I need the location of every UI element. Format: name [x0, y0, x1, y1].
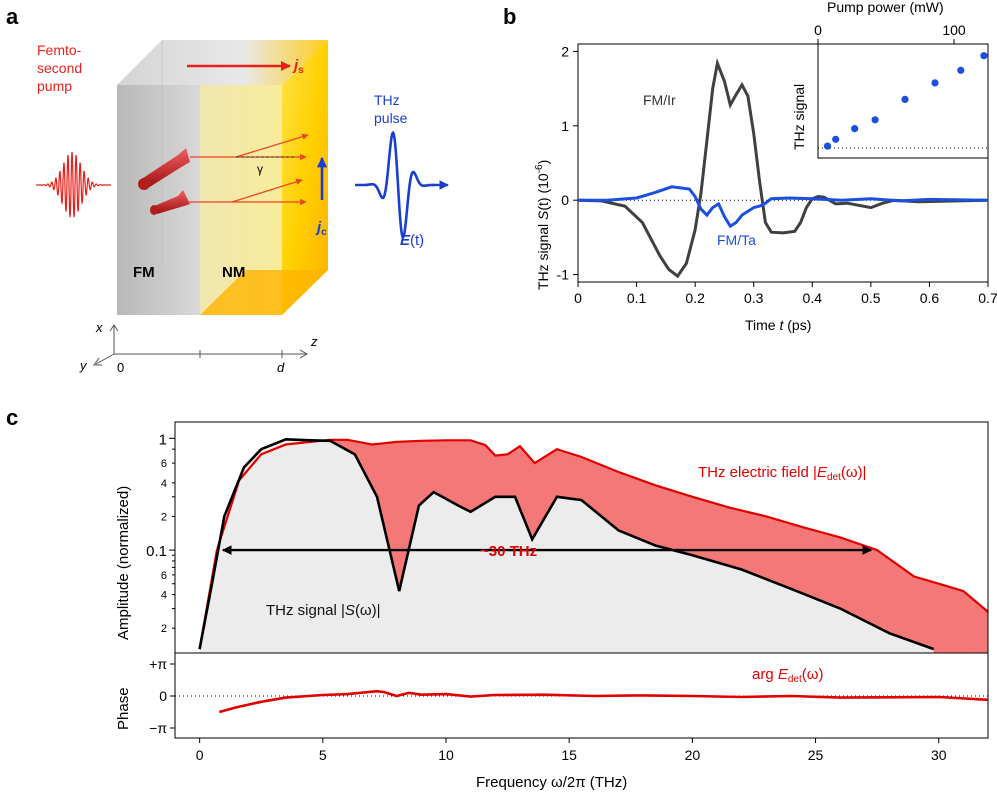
pump-label-line-1: Femto- — [37, 42, 82, 58]
pump-label-line-2: second — [37, 60, 82, 76]
y-tick-label: 1 — [159, 431, 167, 448]
x-tick-label: 0.7 — [978, 290, 997, 306]
y-tick-label: 2 — [161, 623, 167, 635]
x-tick-label: 10 — [438, 747, 454, 763]
inset-data-point — [823, 142, 832, 150]
deflection-angle-label: γ — [257, 162, 263, 176]
panel-c-x-axis-label: Frequency ω/2π (THz) — [476, 774, 627, 791]
nm-label: NM — [222, 264, 245, 281]
x-tick-label: 0.5 — [861, 290, 881, 306]
series-label-fm-ta: FM/Ta — [717, 232, 756, 248]
slab-bottom-edge — [200, 270, 328, 315]
panel-c: c 1 6 4 2 0.1 6 4 2 ~30 THz THz electric field … — [6, 405, 989, 791]
axis-x-label: x — [95, 320, 103, 335]
x-tick-label: 0.3 — [744, 290, 764, 306]
inset-points — [823, 52, 988, 150]
inset-data-point — [832, 135, 840, 143]
inset-x-axis-label: Pump power (mW) — [827, 0, 944, 15]
legend-signal: THz signal |S(ω)| — [266, 602, 381, 619]
legend-field: THz electric field |Edet(ω)| — [698, 464, 866, 483]
coordinate-axes: x y z 0 d — [79, 320, 318, 375]
thz-label-line-1: THz — [374, 92, 400, 108]
series-line-fm-ta — [578, 185, 989, 229]
axis-y-label: y — [79, 358, 88, 373]
phase-ticks: +π 0 −π 0 5 10 15 20 25 30 — [149, 656, 947, 763]
x-tick-label: 0.2 — [685, 290, 705, 306]
phase-series-label: arg Edet(ω) — [752, 666, 823, 685]
inset-data-point — [980, 52, 988, 60]
axis-z-label: z — [310, 334, 318, 349]
y-tick-label: -1 — [557, 267, 570, 283]
y-tick-label: 1 — [561, 118, 569, 134]
panel-a: a Femto- second pump js γ j — [6, 4, 449, 375]
slab-top-face — [117, 40, 328, 85]
normal-metal-layer — [200, 85, 282, 315]
inset-x-tick-label: 0 — [814, 22, 822, 38]
panel-b-label: b — [503, 4, 516, 29]
axis-origin-label: 0 — [117, 360, 124, 375]
pump-pulse-waveform — [36, 151, 111, 218]
x-tick-label: 0.1 — [627, 290, 647, 306]
magnetization-arrow-2 — [150, 190, 190, 215]
series-line-fm-ir — [577, 57, 989, 279]
ferromagnet-layer — [117, 85, 200, 315]
x-tick-label: 25 — [808, 747, 824, 763]
y-tick-label: 6 — [161, 570, 167, 582]
electric-field-label: E(t) — [400, 232, 424, 249]
y-tick-label: 4 — [161, 478, 167, 490]
x-tick-label: 30 — [931, 747, 947, 763]
x-tick-label: 0.4 — [803, 290, 823, 306]
y-tick-label: 2 — [161, 511, 167, 523]
x-tick-label: 20 — [685, 747, 701, 763]
inset-data-point — [931, 79, 939, 87]
panel-c-label: c — [6, 405, 18, 430]
series-line-phase — [218, 689, 989, 714]
series-line-signal — [198, 437, 935, 651]
y-tick-label: 6 — [161, 458, 167, 470]
thz-label-line-2: pulse — [374, 110, 408, 126]
charge-current-label: jc — [315, 219, 327, 238]
panel-b-y-axis-label: THz signal S(t) (10-6) — [534, 160, 551, 290]
series-label-fm-ir: FM/Ir — [643, 92, 676, 108]
electron-path-2-deflected — [231, 178, 303, 203]
y-tick-label: 0.1 — [146, 543, 167, 560]
electron-path-1-deflected — [235, 133, 309, 158]
y-tick-label: 2 — [561, 43, 569, 59]
phase-y-tick-label: −π — [149, 720, 167, 736]
bandwidth-label: ~30 THz — [480, 543, 537, 560]
x-tick-label: 0 — [574, 290, 582, 306]
y-tick-label: 0 — [561, 192, 569, 208]
magnetization-arrow-1 — [138, 148, 190, 190]
panel-a-label: a — [6, 4, 19, 29]
x-tick-label: 15 — [561, 747, 577, 763]
panel-c-ticks: 1 6 4 2 0.1 6 4 2 — [146, 431, 175, 635]
x-tick-label: 0 — [196, 747, 204, 763]
panel-b-frame — [577, 43, 989, 283]
inset-ticks: 0 100 — [814, 22, 966, 44]
inset-data-point — [901, 95, 909, 103]
panel-b-x-axis-label: Time t (ps) — [745, 317, 811, 333]
inset-x-tick-label: 100 — [942, 22, 966, 38]
thz-pulse-waveform — [355, 130, 435, 240]
pump-label-line-3: pump — [37, 78, 72, 94]
spin-current-label: js — [292, 57, 304, 76]
slab-side-face — [282, 40, 328, 315]
phase-axis-label: Phase — [115, 687, 132, 730]
y-tick-label: 4 — [161, 590, 167, 602]
inset-data-point — [871, 116, 879, 124]
x-tick-label: 5 — [319, 747, 327, 763]
axis-thickness-label: d — [277, 360, 285, 375]
inset-y-axis-label: THz signal — [791, 84, 807, 150]
x-tick-label: 0.6 — [920, 290, 940, 306]
panel-c-y-axis-label: Amplitude (normalized) — [115, 486, 132, 640]
fm-label: FM — [133, 264, 155, 281]
inset-data-point — [851, 125, 859, 133]
inset-data-point — [957, 66, 965, 74]
phase-y-tick-label: 0 — [159, 688, 167, 704]
phase-y-tick-label: +π — [149, 656, 167, 672]
